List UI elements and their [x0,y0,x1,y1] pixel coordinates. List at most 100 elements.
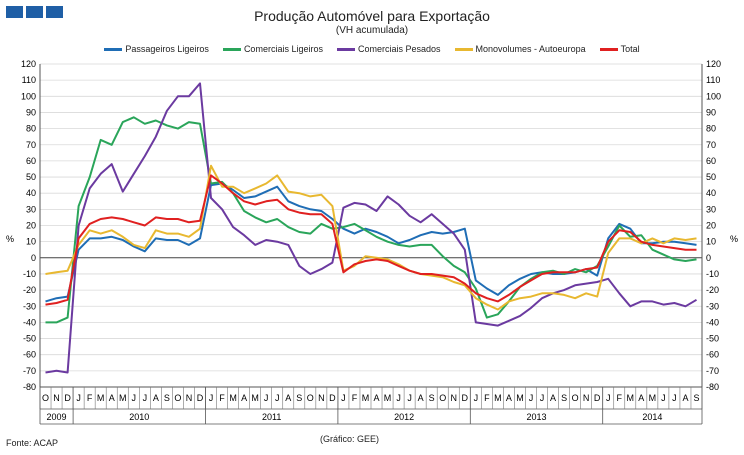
y-tick-label-right: -10 [706,269,719,279]
legend-item-passageiros: Passageiros Ligeiros [104,44,209,54]
x-tick-label: F [352,393,358,403]
x-tick-label: J [529,393,534,403]
y-tick-label-left: 50 [26,172,36,182]
x-tick-label: A [682,393,688,403]
y-tick-label-right: 50 [706,172,716,182]
x-tick-label: D [329,393,336,403]
x-tick-label: D [197,393,204,403]
y-tick-label-right: -40 [706,317,719,327]
y-tick-label-right: 30 [706,204,716,214]
x-tick-label: O [174,393,181,403]
y-tick-label-left: 90 [26,107,36,117]
y-tick-label-left: 100 [21,91,36,101]
y-tick-label-right: 100 [706,91,721,101]
chart-subtitle: (VH acumulada) [335,25,409,36]
x-tick-label: S [429,393,435,403]
x-tick-label: M [384,393,392,403]
y-tick-label-left: -50 [23,334,36,344]
legend-label: Total [620,44,640,54]
x-tick-label: J [143,393,148,403]
chart-title: Produção Automóvel para Exportação [254,8,490,24]
x-tick-label: M [627,393,635,403]
y-tick-label-left: 110 [22,75,36,85]
x-tick-label: N [583,393,590,403]
y-tick-label-right: -50 [706,334,719,344]
y-tick-label-left: 60 [26,156,36,166]
x-tick-label: O [439,393,446,403]
x-tick-label: A [550,393,556,403]
x-tick-label: F [617,393,623,403]
x-tick-label: J [132,393,137,403]
x-tick-label: M [251,393,259,403]
x-tick-label: J [264,393,269,403]
x-tick-label: F [87,393,93,403]
y-tick-label-left: 10 [26,237,36,247]
year-label: 2012 [394,412,414,422]
x-tick-label: M [649,393,657,403]
x-tick-label: S [296,393,302,403]
y-tick-label-left: -80 [23,382,36,392]
chart-legend: Passageiros Ligeiros Comerciais Ligeiros… [0,44,744,54]
series-line-4 [45,164,697,311]
x-tick-label: A [638,393,644,403]
y-tick-label-right: 70 [706,140,716,150]
x-tick-label: A [285,393,291,403]
x-tick-label: J [661,393,666,403]
y-axis-label-left: % [6,234,14,244]
gridlines [39,63,703,388]
legend-label: Passageiros Ligeiros [125,44,209,54]
y-tick-label-right: 10 [706,237,716,247]
y-tick-label-left: 80 [26,124,36,134]
series-line-1 [45,182,697,303]
y-axis-right: -80 -70 -60 -50 -40 -30 -20 -10 0 10 20 30 40 50 60 70 8… [706,59,721,392]
y-tick-label-right: 110 [706,75,720,85]
credit-note: (Gráfico: GEE) [320,434,380,444]
y-tick-label-left: -70 [23,366,36,376]
x-tick-label: D [64,393,71,403]
y-tick-label-right: 0 [706,253,711,263]
y-tick-label-right: 120 [706,59,721,69]
legend-item-monovolumes: Monovolumes - Autoeuropa [454,44,586,54]
legend-swatch [336,47,355,51]
series-lines [45,82,698,374]
x-tick-label: N [318,393,325,403]
x-tick-label: M [494,393,502,403]
y-tick-label-right: -20 [706,285,719,295]
x-tick-label: O [42,393,49,403]
x-tick-label: J [540,393,545,403]
y-tick-label-right: -80 [706,382,719,392]
x-tick-label: J [76,393,81,403]
x-tick-label: J [275,393,280,403]
x-tick-label: M [229,393,237,403]
y-tick-label-left: 120 [21,59,36,69]
legend-item-comerciais-pesados: Comerciais Pesados [336,44,441,54]
x-tick-label: A [374,393,380,403]
x-tick-label: J [396,393,401,403]
x-tick-label: F [219,393,225,403]
x-tick-label: J [209,393,214,403]
y-axis-left: -80 -70 -60 -50 -40 -30 -20 -10 0 10 20 30 40 50 60 70 8… [21,59,36,392]
x-tick-label: D [594,393,601,403]
x-tick-label: M [516,393,524,403]
x-tick-label: F [484,393,490,403]
brand-logo [6,6,63,18]
x-tick-label: N [53,393,60,403]
y-tick-label-left: -40 [23,317,36,327]
x-tick-label: A [109,393,115,403]
legend-label: Comerciais Ligeiros [243,44,323,54]
x-tick-label: J [606,393,611,403]
series-line-3 [45,82,698,374]
year-label: 2009 [47,412,67,422]
legend-swatch [104,47,123,51]
y-tick-label-left: 70 [26,140,36,150]
series-line-5 [45,174,697,306]
y-tick-label-right: -60 [706,350,719,360]
y-tick-label-right: -30 [706,301,719,311]
series-line-2 [45,116,697,324]
x-tick-label: J [672,393,677,403]
y-tick-label-left: 20 [26,221,36,231]
x-tick-label: S [164,393,170,403]
y-tick-label-left: -10 [23,269,36,279]
y-tick-label-right: 20 [706,221,716,231]
